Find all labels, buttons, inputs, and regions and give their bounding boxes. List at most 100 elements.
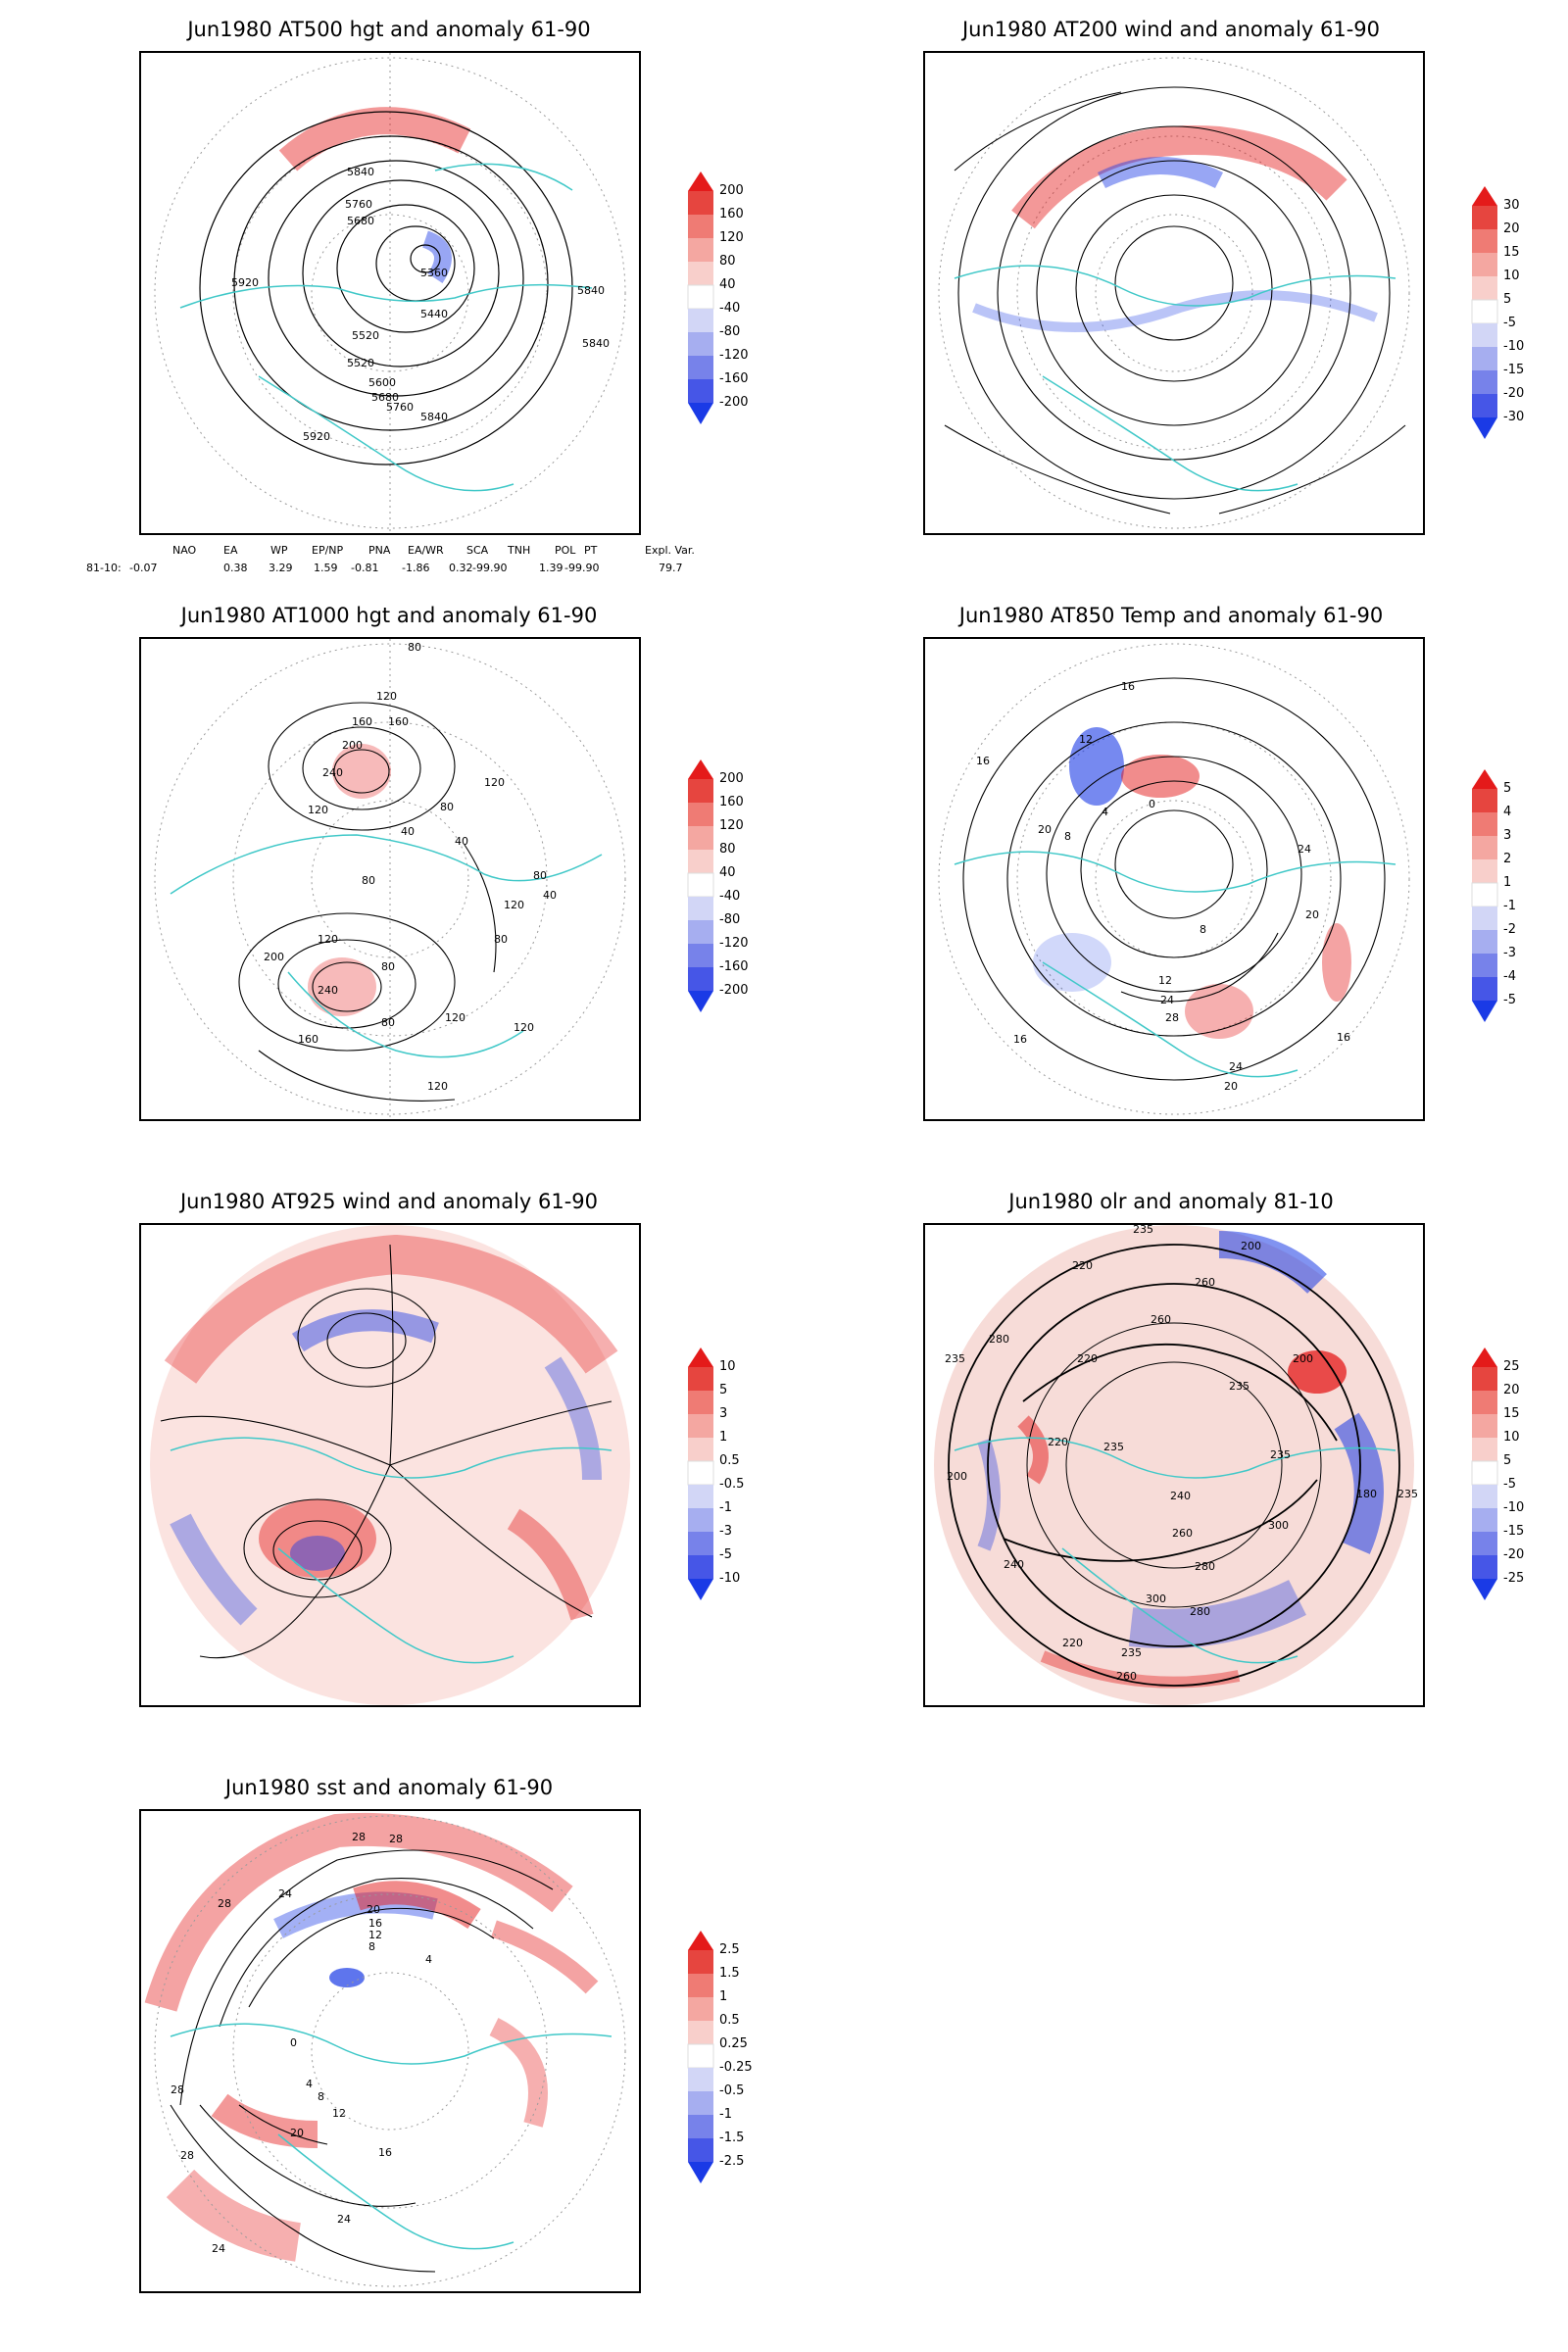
map-sst: 28 28 28 24 20 16 12 8 4 0 4 8 12 16 20 … <box>139 1809 641 2293</box>
contour-label: 28 <box>389 1833 403 1845</box>
colorbar-tick: 0.5 <box>719 1453 740 1468</box>
index-value: 3.29 <box>269 562 293 574</box>
colorbar-tick: 5 <box>1503 781 1512 796</box>
colorbar-tick: 15 <box>1503 1406 1520 1421</box>
colorbar-tick: -0.5 <box>719 1477 745 1492</box>
colorbar-ramp <box>687 760 714 1012</box>
colorbar-850temp: 5 4 3 2 1 -1 -2 -3 -4 -5 <box>1470 769 1548 1044</box>
contour-label: 235 <box>1103 1441 1124 1453</box>
contour-label: 8 <box>318 2090 324 2103</box>
colorbar-tick: -120 <box>719 936 749 951</box>
colorbar-200wind: 30 20 15 10 5 -5 -10 -15 -20 -30 <box>1470 186 1548 461</box>
panel-title-sst: Jun1980 sst and anomaly 61-90 <box>224 1776 554 1799</box>
colorbar-tick: -20 <box>1503 386 1525 401</box>
colorbar-tick: -80 <box>719 324 741 339</box>
colorbar-tick: 160 <box>719 795 744 809</box>
contour-label: 200 <box>342 739 363 752</box>
panel-title-500hgt: Jun1980 AT500 hgt and anomaly 61-90 <box>187 18 591 41</box>
colorbar-tick: -1 <box>719 1500 732 1515</box>
colorbar-500hgt: 200 160 120 80 40 -40 -80 -120 -160 -200 <box>686 172 764 446</box>
contour-label: 5680 <box>347 215 374 227</box>
colorbar-tick: 1 <box>1503 875 1512 890</box>
panel-title-925wind: Jun1980 AT925 wind and anomaly 61-90 <box>179 1190 599 1213</box>
colorbar-tick: -3 <box>719 1524 732 1539</box>
contour-label: 16 <box>378 2146 392 2159</box>
colorbar-tick: 20 <box>1503 221 1520 236</box>
map-200wind <box>923 51 1425 535</box>
colorbar-tick: -1 <box>1503 899 1516 913</box>
colorbar-tick: 5 <box>719 1383 728 1397</box>
contour-label: 160 <box>298 1033 318 1046</box>
contour-label: 5360 <box>420 267 448 279</box>
polar-map-olr: 235 200 220 260 280 235 220 235 200 260 … <box>934 1225 1418 1705</box>
contour-label: 80 <box>533 869 547 882</box>
contour-label: 235 <box>1121 1646 1142 1659</box>
contour-label: 160 <box>388 715 409 728</box>
contour-label: 120 <box>427 1080 448 1093</box>
contour-label: 5760 <box>386 401 414 414</box>
contour-label: 5840 <box>577 284 605 297</box>
index-value: 79.7 <box>659 562 683 574</box>
colorbar-tick: -0.5 <box>719 2083 745 2098</box>
colorbar-ramp <box>1471 769 1498 1022</box>
colorbar-tick: 5 <box>1503 292 1512 307</box>
panel-title-olr: Jun1980 olr and anomaly 81-10 <box>1008 1190 1334 1213</box>
colorbar-tick: 1.5 <box>719 1966 740 1981</box>
colorbar-tick: 1 <box>719 1989 728 2004</box>
contour-label: 8 <box>368 1940 375 1953</box>
colorbar-tick: 3 <box>719 1406 728 1421</box>
contour-label: 16 <box>368 1917 382 1930</box>
colorbar-tick: -5 <box>1503 1477 1516 1492</box>
contour-label: 220 <box>1048 1436 1068 1448</box>
index-header: WP <box>270 544 288 557</box>
contour-label: 5440 <box>420 308 448 320</box>
contour-label: 24 <box>1160 994 1174 1006</box>
contour-label: 80 <box>362 874 375 887</box>
contour-label: 16 <box>1337 1031 1350 1044</box>
index-header: PT <box>584 544 598 557</box>
contour-label: 260 <box>1172 1527 1193 1540</box>
contour-label: 8 <box>1200 923 1206 936</box>
index-value: -99.90 <box>472 562 508 574</box>
contour-label: 240 <box>1170 1490 1191 1502</box>
index-value: -0.81 <box>351 562 379 574</box>
contour-label: 300 <box>1268 1519 1289 1532</box>
colorbar-tick: 80 <box>719 254 736 269</box>
index-header-row: NAO EA WP EP/NP PNA EA/WR SCA TNH POL PT… <box>86 544 713 562</box>
colorbar-tick: -5 <box>719 1547 732 1562</box>
colorbar-tick: -10 <box>719 1571 741 1586</box>
contour-label: 200 <box>264 951 284 963</box>
contour-label: 0 <box>1149 798 1155 810</box>
contour-label: 28 <box>352 1831 366 1843</box>
contour-label: 280 <box>1190 1605 1210 1618</box>
contour-label: 260 <box>1116 1670 1137 1683</box>
contour-label: 28 <box>180 2149 194 2162</box>
contour-label: 4 <box>306 2078 313 2090</box>
colorbar-tick: -160 <box>719 959 749 974</box>
colorbar-ramp <box>687 1931 714 2183</box>
contour-label: 5920 <box>303 430 330 443</box>
colorbar-tick: -15 <box>1503 1524 1525 1539</box>
contour-label: 5520 <box>352 329 379 342</box>
colorbar-sst: 2.5 1.5 1 0.5 0.25 -0.25 -0.5 -1 -1.5 -2… <box>686 1931 764 2205</box>
contour-label: 40 <box>543 889 557 902</box>
index-value-row: 81-10: -0.07 0.38 3.29 1.59 -0.81 -1.86 … <box>86 562 713 579</box>
contour-label: 300 <box>1146 1592 1166 1605</box>
map-850temp: 16 12 16 20 8 4 0 8 24 12 24 28 20 16 20… <box>923 637 1425 1121</box>
index-value: -99.90 <box>564 562 600 574</box>
contour-label: 24 <box>1229 1060 1243 1073</box>
contour-label: 5760 <box>345 198 372 211</box>
colorbar-tick: 10 <box>1503 269 1520 283</box>
contour-label: 120 <box>514 1021 534 1034</box>
contour-label: 12 <box>332 2107 346 2120</box>
index-header: TNH <box>508 544 531 557</box>
contour-label: 200 <box>1293 1352 1313 1365</box>
colorbar-tick: -0.25 <box>719 2060 753 2075</box>
contour-label: 120 <box>484 776 505 789</box>
contour-label: 16 <box>1121 680 1135 693</box>
contour-label: 240 <box>322 766 343 779</box>
contour-label: 120 <box>445 1011 466 1024</box>
colorbar-tick: -40 <box>719 889 741 904</box>
contour-label: 235 <box>945 1352 965 1365</box>
colorbar-ramp <box>1471 1348 1498 1600</box>
